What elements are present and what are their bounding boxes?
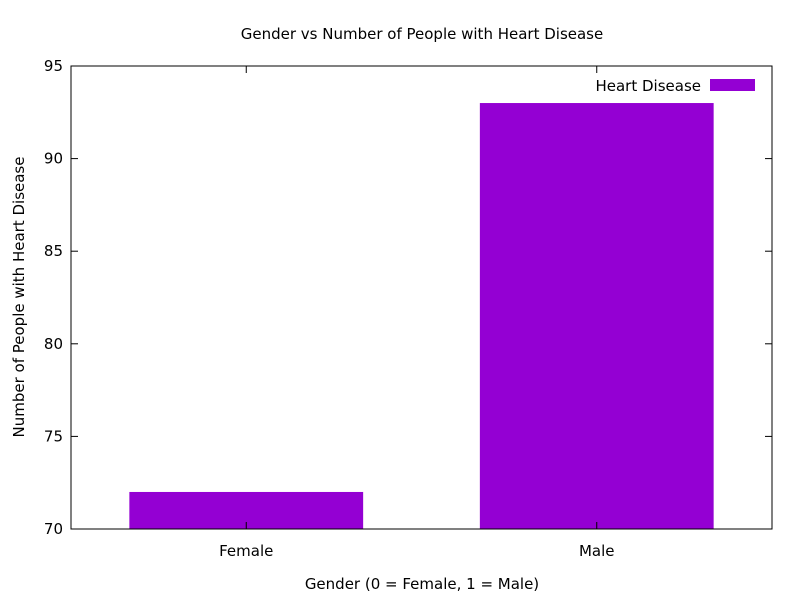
plot-frame — [70, 65, 773, 530]
y-axis-title: Number of People with Heart Disease — [10, 157, 28, 438]
y-tick-label: 95 — [44, 57, 63, 75]
x-axis: Female Male — [219, 66, 615, 560]
legend-label: Heart Disease — [595, 77, 701, 95]
x-axis-title: Gender (0 = Female, 1 = Male) — [305, 575, 539, 593]
bars-group — [129, 103, 714, 529]
y-tick-label: 85 — [44, 242, 63, 260]
y-axis: 70 75 80 85 90 95 — [44, 57, 772, 538]
x-tick-label-male: Male — [579, 542, 615, 560]
y-tick-label: 70 — [44, 520, 63, 538]
legend-swatch — [710, 79, 755, 91]
chart-title: Gender vs Number of People with Heart Di… — [241, 25, 603, 43]
x-tick-label-female: Female — [219, 542, 273, 560]
bar-male — [479, 103, 714, 529]
legend: Heart Disease — [595, 77, 755, 95]
y-tick-label: 90 — [44, 150, 63, 168]
y-tick-label: 80 — [44, 335, 63, 353]
y-tick-label: 75 — [44, 427, 63, 445]
